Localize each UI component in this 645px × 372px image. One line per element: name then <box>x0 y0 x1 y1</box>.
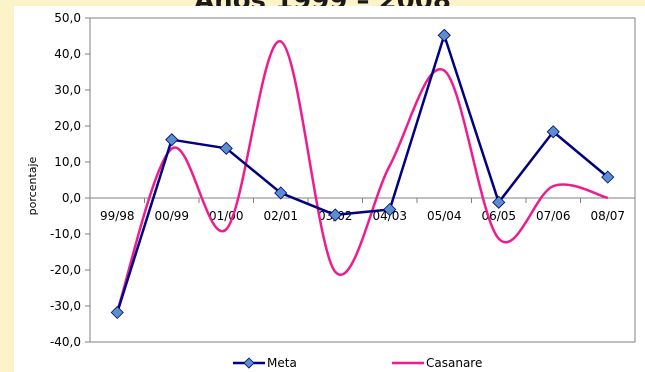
y-tick-label: 50,0 <box>54 11 81 25</box>
x-tick-label: 02/01 <box>263 209 298 223</box>
data-point-meta <box>492 195 506 209</box>
y-tick-label: -40,0 <box>50 335 81 349</box>
data-point-meta <box>274 186 288 200</box>
data-point-meta <box>328 208 342 222</box>
x-tick-label: 01/00 <box>209 209 244 223</box>
x-tick-label: 07/06 <box>536 209 571 223</box>
data-point-meta <box>110 305 124 320</box>
x-tick-label: 00/99 <box>154 209 189 223</box>
data-point-meta <box>546 125 560 139</box>
data-point-meta <box>601 170 615 184</box>
data-point-meta <box>383 202 397 217</box>
y-tick-label: -10,0 <box>50 227 81 241</box>
y-axis-label: porcentaje <box>26 156 39 215</box>
data-point-meta <box>437 28 451 42</box>
y-tick-label: 40,0 <box>54 47 81 61</box>
y-tick-label: -20,0 <box>50 263 81 277</box>
x-tick-label: 99/98 <box>100 209 135 223</box>
plot-area <box>89 17 636 343</box>
y-tick-label: 10,0 <box>54 155 81 169</box>
x-tick-label: 08/07 <box>590 209 625 223</box>
data-point-meta <box>219 141 233 155</box>
y-tick-label: 0,0 <box>62 191 81 205</box>
series-line-meta <box>116 34 609 313</box>
y-tick-label: 20,0 <box>54 119 81 133</box>
legend-label-meta: Meta <box>267 356 297 370</box>
y-tick-label: 30,0 <box>54 83 81 97</box>
y-tick-label: -30,0 <box>50 299 81 313</box>
line-chart: -40,0 -30,0 -20,0 -10,0 0,0 10,0 20,0 30,0 40,0 5… <box>26 11 636 370</box>
legend-marker-meta <box>243 357 255 369</box>
series-line-casanare <box>116 40 609 312</box>
chart-panel: -40,0 -30,0 -20,0 -10,0 0,0 10,0 20,0 30,0 40,0 5… <box>14 6 645 372</box>
data-point-meta <box>165 133 179 147</box>
legend-label-casanare: Casanare <box>426 356 482 370</box>
x-tick-label: 05/04 <box>427 209 462 223</box>
